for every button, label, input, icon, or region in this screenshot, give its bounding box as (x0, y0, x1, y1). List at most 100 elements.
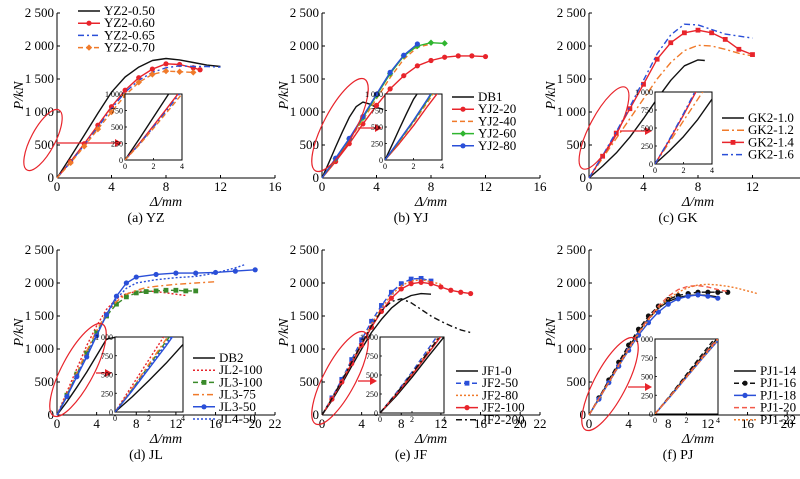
data-point-2-2-8 (695, 27, 701, 33)
inset-y-tick-label-0-1: 250 (111, 140, 123, 149)
x-tick-label-1-0: 0 (319, 179, 326, 194)
data-point-0-1-11 (197, 67, 203, 73)
zoom-arrow-head-3 (105, 369, 112, 377)
data-point-1-3-9 (441, 40, 448, 47)
data-point-4-3-12 (438, 284, 444, 290)
data-point-5-1-4 (626, 342, 632, 348)
legend-label-5-2: PJ1-18 (760, 387, 796, 402)
inset-x-tick-label-5-0: 0 (653, 416, 657, 425)
data-point-4-3-8 (398, 286, 404, 292)
legend-label-2-2: GK2-1.4 (748, 134, 794, 149)
main-series-line-1-2 (321, 43, 432, 179)
legend-label-4-3: JF2-100 (482, 400, 525, 415)
inset-x-tick-label-4-0: 0 (378, 415, 382, 424)
zoom-arrow-head-5 (645, 383, 652, 391)
y-axis-label-0: P/kN (12, 81, 27, 111)
legend-label-3-0: DB2 (219, 350, 244, 365)
y-tick-label-3-0: 0 (48, 407, 55, 422)
y-tick-label-0-3: 1 500 (25, 71, 54, 86)
data-point-5-2-13 (715, 295, 721, 301)
data-point-2-2-10 (722, 37, 728, 42)
y-tick-label-0-1: 500 (35, 137, 55, 152)
x-tick-label-2-2: 8 (695, 179, 702, 194)
legend-marker-2-2 (730, 140, 736, 145)
data-point-3-4-10 (173, 270, 179, 276)
y-tick-label-3-2: 1 000 (25, 341, 54, 356)
x-tick-label-3-2: 8 (133, 416, 140, 431)
main-series-line-1-0 (321, 101, 384, 179)
data-point-0-3-3 (94, 125, 102, 133)
legend-label-2-1: GK2-1.2 (748, 122, 794, 137)
y-tick-label-1-4: 2 000 (290, 38, 319, 53)
inset-y-tick-label-5-4: 1 000 (635, 335, 653, 344)
highlight-ellipse-0 (23, 108, 63, 172)
data-point-4-3-10 (418, 279, 424, 285)
data-point-5-2-12 (705, 293, 711, 299)
inset-y-tick-label-4-1: 250 (366, 390, 378, 399)
x-tick-label-5-0: 0 (586, 416, 593, 431)
data-point-2-2-6 (668, 40, 674, 46)
x-tick-label-1-3: 12 (479, 179, 492, 194)
inset-y-tick-label-3-1: 250 (101, 389, 113, 398)
y-tick-label-0-5: 2 500 (25, 5, 54, 20)
data-point-3-4-8 (133, 274, 139, 280)
inset-y-tick-label-1-1: 250 (371, 140, 383, 149)
inset-y-tick-label-5-0: 0 (649, 410, 653, 419)
data-point-5-1-14 (725, 289, 731, 295)
data-point-3-2-8 (133, 290, 139, 296)
data-point-4-1-5 (369, 318, 374, 324)
inset-4: 0 250 500 750 1 000 0 2 4 (360, 333, 446, 424)
x-tick-label-3-5: 20 (249, 416, 262, 431)
data-point-2-2-4 (641, 81, 646, 87)
data-point-0-3-8 (162, 67, 170, 75)
data-point-1-1-5 (387, 86, 393, 92)
y-tick-label-1-0: 0 (313, 170, 320, 185)
main-series-line-1-4 (321, 43, 418, 179)
zoom-arrow-head-2 (645, 127, 652, 135)
data-point-3-2-9 (143, 289, 149, 294)
data-point-1-1-7 (414, 63, 420, 69)
data-point-2-2-5 (654, 56, 660, 62)
inset-series-line-3-4 (115, 337, 174, 412)
legend-label-0-3: YZ2-0.70 (104, 40, 155, 55)
inset-series-line-0-0 (125, 94, 170, 160)
legend-marker-0-1 (86, 20, 92, 26)
inset-series-line-1-0 (385, 94, 418, 160)
inset-series-line-1-4 (385, 94, 432, 160)
legend-label-1-1: YJ2-20 (478, 101, 516, 116)
legend-label-2-0: GK2-1.0 (748, 110, 794, 125)
data-point-0-1-7 (149, 66, 155, 72)
legend-label-3-2: JL3-100 (219, 374, 262, 389)
inset-x-tick-label-3-1: 2 (147, 414, 151, 423)
inset-x-tick-label-3-2: 4 (181, 414, 185, 423)
data-point-0-3-9 (176, 68, 183, 75)
y-tick-label-4-4: 2 000 (290, 275, 319, 290)
data-point-3-2-11 (163, 287, 169, 293)
legend-label-1-3: YJ2-60 (478, 126, 516, 141)
inset-series-line-0-3 (125, 94, 182, 160)
y-tick-label-0-0: 0 (48, 170, 55, 185)
inset-y-tick-label-1-2: 500 (371, 123, 383, 132)
inset-x-tick-label-5-2: 4 (716, 416, 720, 425)
inset-y-tick-label-5-2: 500 (641, 373, 653, 382)
data-point-0-3-6 (135, 79, 142, 86)
data-point-4-3-9 (408, 281, 414, 287)
x-tick-label-4-4: 16 (474, 416, 488, 431)
data-point-4-1-4 (359, 337, 365, 343)
inset-series-line-3-5 (115, 337, 172, 412)
data-point-1-3-8 (427, 39, 435, 46)
x-axis-label-5: Δ/mm (681, 432, 714, 447)
y-tick-label-4-1: 500 (300, 374, 320, 389)
legend-label-5-0: PJ1-14 (760, 363, 797, 378)
legend-marker-1-1 (460, 106, 466, 112)
data-point-4-3-13 (448, 287, 454, 293)
data-point-1-4-5 (387, 69, 393, 75)
y-tick-label-3-4: 2 000 (25, 275, 54, 290)
y-tick-label-2-2: 1 000 (557, 104, 586, 119)
y-tick-label-1-2: 1 000 (290, 104, 319, 119)
y-axis-label-2: P/kN (544, 81, 559, 111)
inset-x-tick-label-5-1: 2 (685, 416, 689, 425)
